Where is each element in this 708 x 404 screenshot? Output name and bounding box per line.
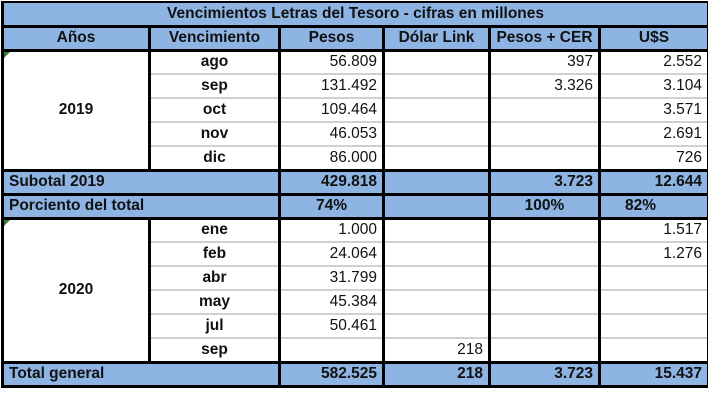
percent-pesos[interactable]: 74%	[278, 192, 385, 220]
subtotal-row: Subotal 2019 429.818 3.723 12.644	[1, 168, 708, 196]
month-cell[interactable]: abr	[148, 265, 281, 291]
pesos-cell[interactable]: 50.461	[278, 313, 385, 339]
pesos-cer-cell[interactable]	[488, 313, 601, 339]
dollar-link-cell[interactable]	[382, 97, 491, 123]
total-pesos[interactable]: 582.525	[278, 360, 385, 388]
table-title: Vencimientos Letras del Tesoro - cifras …	[0, 1, 708, 28]
percent-pesos-cer[interactable]: 100%	[488, 192, 601, 220]
table-row: 2020 ene 1.000 1.517	[1, 217, 708, 364]
pesos-cer-cell[interactable]	[488, 145, 601, 171]
month-cell[interactable]: dic	[148, 145, 281, 171]
pesos-cer-cell[interactable]	[488, 289, 601, 315]
month-cell[interactable]: nov	[148, 121, 281, 147]
month-cell[interactable]: sep	[148, 337, 281, 363]
month-cell[interactable]: feb	[148, 241, 281, 267]
table-row: sep 131.492 3.326 3.104	[3, 73, 708, 99]
pesos-cell[interactable]: 109.464	[278, 97, 385, 123]
usd-cell[interactable]: 1.276	[597, 241, 708, 267]
pesos-cer-cell[interactable]	[488, 337, 601, 363]
pesos-cer-cell[interactable]	[488, 265, 601, 291]
pesos-cell[interactable]: 45.384	[278, 289, 385, 315]
usd-cell[interactable]	[597, 313, 708, 339]
dollar-link-cell[interactable]	[382, 49, 491, 75]
dollar-link-cell[interactable]	[382, 121, 491, 147]
percent-dollar-link[interactable]	[382, 192, 491, 220]
dollar-link-cell[interactable]	[382, 265, 491, 291]
treasury-maturities-table: Vencimientos Letras del Tesoro - cifras …	[0, 1, 708, 388]
month-cell[interactable]: ago	[148, 49, 281, 75]
pesos-cer-cell[interactable]	[488, 97, 601, 123]
total-usd[interactable]: 15.437	[597, 360, 708, 388]
table-row: jul 50.461	[3, 313, 708, 339]
dollar-link-cell[interactable]	[382, 73, 491, 99]
usd-cell[interactable]	[597, 337, 708, 363]
table-row: nov 46.053 2.691	[3, 121, 708, 147]
header-row: Años Vencimiento Pesos Dólar Link Pesos …	[1, 24, 708, 52]
pesos-cell[interactable]: 24.064	[278, 241, 385, 267]
month-cell[interactable]: jul	[148, 313, 281, 339]
pesos-cer-cell[interactable]	[488, 121, 601, 147]
total-dollar-link[interactable]: 218	[382, 360, 491, 388]
pesos-cer-cell[interactable]	[488, 241, 601, 267]
usd-cell[interactable]: 2.552	[597, 49, 708, 75]
table-row: dic 86.000 726	[3, 145, 708, 171]
usd-cell[interactable]: 3.104	[597, 73, 708, 99]
subtotal-usd[interactable]: 12.644	[597, 168, 708, 196]
total-label[interactable]: Total general	[1, 360, 281, 388]
col-header-dollar-link[interactable]: Dólar Link	[382, 24, 491, 52]
percent-label[interactable]: Porciento del total	[1, 192, 281, 220]
pesos-cell[interactable]: 1.000	[278, 217, 385, 243]
usd-cell[interactable]	[597, 289, 708, 315]
pesos-cer-cell[interactable]: 397	[488, 49, 601, 75]
usd-cell[interactable]: 1.517	[597, 217, 708, 243]
pesos-cell[interactable]: 56.809	[278, 49, 385, 75]
year-cell-2019[interactable]: 2019	[1, 49, 151, 172]
month-cell[interactable]: may	[148, 289, 281, 315]
dollar-link-cell[interactable]	[382, 289, 491, 315]
year-cell-2020[interactable]: 2020	[1, 217, 151, 364]
table-row: sep 218	[3, 337, 708, 363]
usd-cell[interactable]: 2.691	[597, 121, 708, 147]
table-row: abr 31.799	[3, 265, 708, 291]
pesos-cell[interactable]	[278, 337, 385, 363]
usd-cell[interactable]: 726	[597, 145, 708, 171]
col-header-pesos-cer[interactable]: Pesos + CER	[488, 24, 601, 52]
month-cell[interactable]: ene	[148, 217, 281, 243]
subtotal-dollar-link[interactable]	[382, 168, 491, 196]
percent-row: Porciento del total 74% 100% 82%	[1, 192, 708, 220]
dollar-link-cell[interactable]	[382, 145, 491, 171]
col-header-maturity[interactable]: Vencimiento	[148, 24, 281, 52]
usd-cell[interactable]: 3.571	[597, 97, 708, 123]
usd-cell[interactable]	[597, 265, 708, 291]
col-header-pesos[interactable]: Pesos	[278, 24, 385, 52]
table-row: feb 24.064 1.276	[3, 241, 708, 267]
pesos-cer-cell[interactable]: 3.326	[488, 73, 601, 99]
pesos-cell[interactable]: 31.799	[278, 265, 385, 291]
dollar-link-cell[interactable]	[382, 217, 491, 243]
table-row: 2019 ago 56.809 397 2.552	[1, 49, 708, 172]
pesos-cell[interactable]: 86.000	[278, 145, 385, 171]
table-row: oct 109.464 3.571	[3, 97, 708, 123]
subtotal-pesos[interactable]: 429.818	[278, 168, 385, 196]
subtotal-label[interactable]: Subotal 2019	[1, 168, 281, 196]
pesos-cer-cell[interactable]	[488, 217, 601, 243]
pesos-cell[interactable]: 46.053	[278, 121, 385, 147]
month-cell[interactable]: sep	[148, 73, 281, 99]
dollar-link-cell[interactable]	[382, 313, 491, 339]
percent-usd[interactable]: 82%	[597, 192, 708, 220]
total-row: Total general 582.525 218 3.723 15.437	[1, 360, 708, 388]
title-row: Vencimientos Letras del Tesoro - cifras …	[0, 1, 708, 28]
dollar-link-cell[interactable]	[382, 241, 491, 267]
subtotal-pesos-cer[interactable]: 3.723	[488, 168, 601, 196]
col-header-years[interactable]: Años	[1, 24, 151, 52]
table-row: may 45.384	[3, 289, 708, 315]
pesos-cell[interactable]: 131.492	[278, 73, 385, 99]
col-header-usd[interactable]: U$S	[597, 24, 708, 52]
total-pesos-cer[interactable]: 3.723	[488, 360, 601, 388]
dollar-link-cell[interactable]: 218	[382, 337, 491, 363]
month-cell[interactable]: oct	[148, 97, 281, 123]
